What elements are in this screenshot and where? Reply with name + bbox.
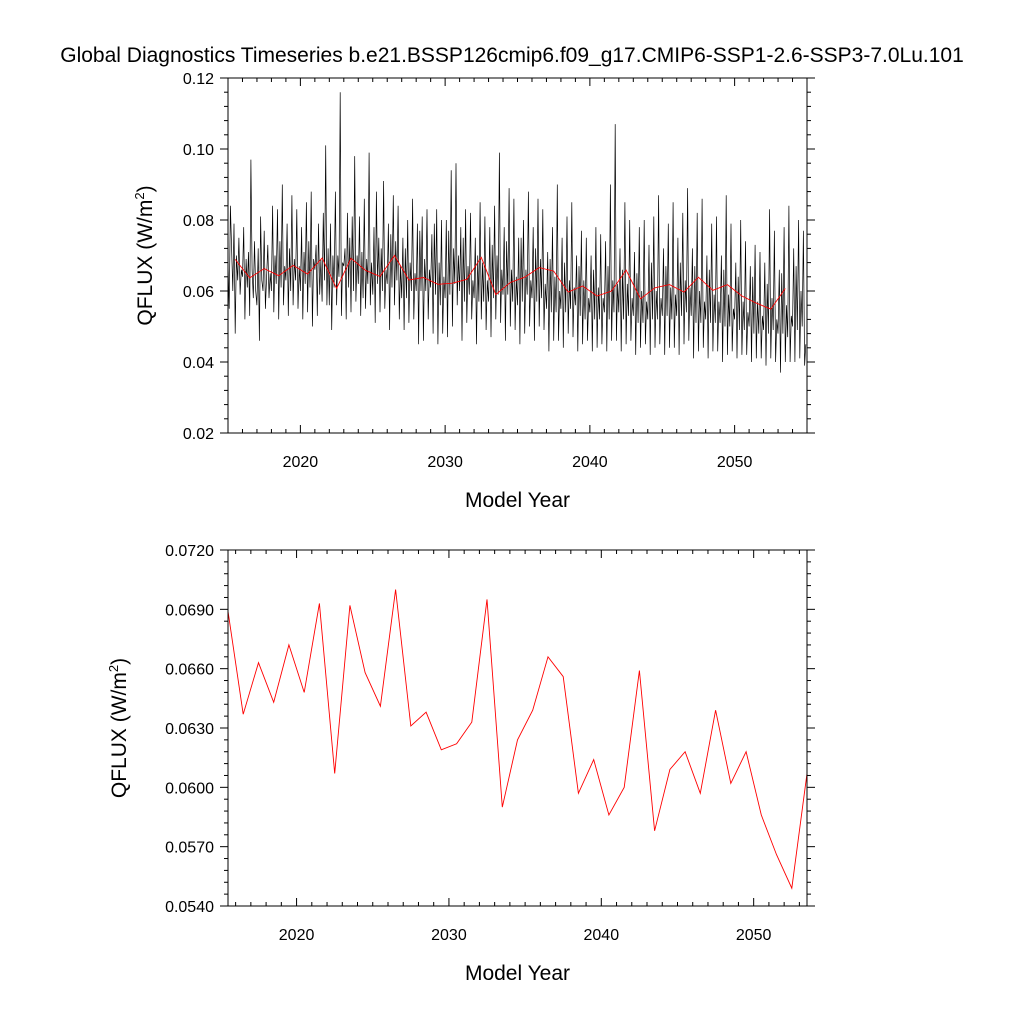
x-tick-label: 2020	[279, 927, 315, 944]
y-tick-label: 0.08	[183, 213, 214, 230]
annual-mean-line	[228, 589, 807, 890]
y-tick-label: 0.06	[183, 284, 214, 301]
x-tick-label: 2050	[717, 454, 753, 471]
x-tick-label: 2030	[431, 927, 467, 944]
y-tick-label: 0.0720	[165, 543, 214, 560]
y-tick-label: 0.0600	[165, 780, 214, 797]
y-tick-label: 0.10	[183, 142, 214, 159]
x-tick-label: 2040	[572, 454, 608, 471]
y-tick-label: 0.0570	[165, 840, 214, 857]
x-tick-label: 2040	[584, 927, 620, 944]
y-tick-label: 0.0660	[165, 662, 214, 679]
chart-panel-2: 2020 2030 2040 2050 0.0540 0.0570 0.0600 0.0630…	[106, 543, 815, 985]
x-tick-label: 2020	[283, 454, 319, 471]
x-tick-label: 2050	[736, 927, 772, 944]
y-axis-label-main: QFLUX (W/m	[134, 200, 157, 326]
y-axis-label-close: )	[134, 185, 157, 192]
y-tick-label: 0.0690	[165, 602, 214, 619]
plot-frame	[227, 77, 808, 434]
x-axis-label: Model Year	[465, 962, 570, 985]
figure-title: Global Diagnostics Timeseries b.e21.BSSP…	[60, 44, 964, 67]
y-tick-label: 0.0540	[165, 899, 214, 916]
y-axis-label-superscript: 2	[106, 665, 121, 672]
y-tick-label: 0.02	[183, 426, 214, 443]
y-axis-label-superscript: 2	[132, 192, 147, 199]
y-axis-label: QFLUX (W/m2)	[132, 185, 157, 325]
y-axis-label-close: )	[108, 658, 131, 665]
chart-panel-1: 2020 2030 2040 2050 0.02 0.04 0.06 0.08 0.10 0.12…	[132, 71, 815, 512]
plot-frame	[227, 549, 808, 907]
monthly-series-line	[228, 92, 807, 373]
y-tick-label: 0.0630	[165, 721, 214, 738]
x-axis-label: Model Year	[465, 489, 570, 512]
annual-mean-line	[234, 254, 786, 310]
y-axis-label-main: QFLUX (W/m	[108, 672, 131, 798]
y-tick-label: 0.12	[183, 71, 214, 88]
y-axis-label: QFLUX (W/m2)	[106, 658, 131, 798]
y-tick-label: 0.04	[183, 355, 214, 372]
x-tick-label: 2030	[427, 454, 463, 471]
